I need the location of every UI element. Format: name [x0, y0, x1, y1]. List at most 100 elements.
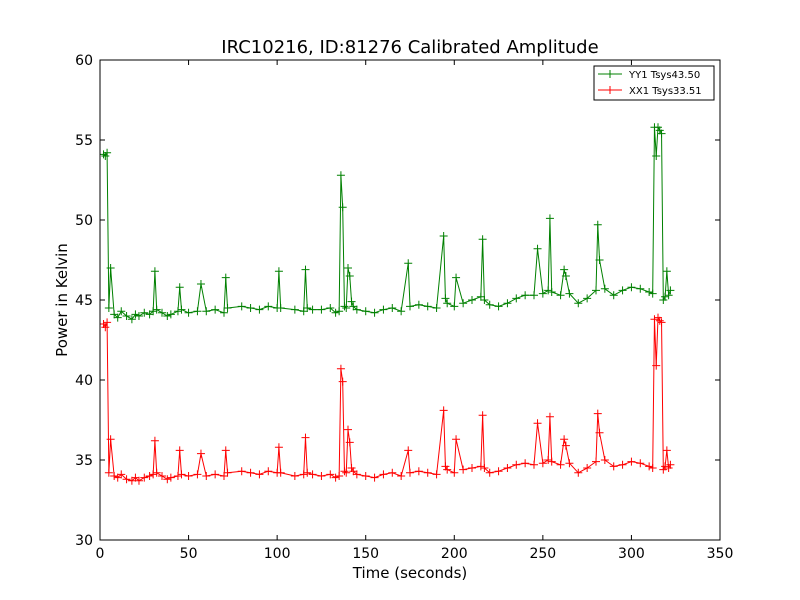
data-point	[476, 292, 485, 301]
data-point	[432, 470, 441, 479]
data-point	[220, 472, 228, 480]
data-point	[202, 307, 211, 316]
data-point	[397, 472, 406, 480]
legend-box	[593, 65, 715, 101]
data-point	[652, 361, 661, 370]
y-tick-label: 55	[75, 133, 93, 149]
data-point	[117, 470, 126, 479]
data-point	[503, 464, 512, 472]
data-point	[104, 468, 113, 477]
data-point	[388, 468, 397, 477]
data-point	[152, 305, 161, 314]
data-point	[163, 475, 172, 484]
data-point	[196, 280, 205, 288]
data-point	[104, 304, 113, 312]
data-point	[439, 406, 448, 415]
data-point	[645, 462, 654, 471]
data-point	[657, 318, 666, 327]
data-point	[443, 299, 452, 308]
data-point	[290, 305, 299, 314]
data-point	[345, 272, 354, 280]
data-point	[211, 305, 220, 314]
x-tick-label: 200	[441, 546, 468, 562]
data-point	[175, 283, 184, 292]
data-point	[177, 470, 186, 479]
data-point	[184, 308, 193, 317]
data-point	[423, 302, 432, 311]
data-point	[414, 300, 423, 309]
data-point	[609, 291, 618, 300]
data-point	[175, 446, 184, 455]
data-point	[331, 473, 340, 482]
x-tick-label: 300	[618, 546, 645, 562]
data-point	[521, 291, 530, 300]
data-point	[103, 318, 112, 327]
x-axis-label: Time (seconds)	[352, 564, 468, 582]
data-point	[560, 435, 569, 444]
data-point	[122, 312, 131, 320]
data-point	[661, 292, 670, 301]
data-point	[106, 435, 115, 444]
legend: YY1 Tsys43.50 XX1 Tsys33.51	[593, 65, 715, 101]
data-point	[662, 446, 671, 455]
data-point	[404, 446, 413, 455]
data-point	[561, 441, 570, 450]
y-axis-label: Power in Kelvin	[53, 243, 71, 357]
data-point	[301, 265, 310, 274]
data-point	[406, 468, 414, 477]
data-point	[101, 152, 110, 160]
x-tick-label: 250	[529, 546, 556, 562]
data-point	[595, 256, 604, 264]
data-point	[99, 320, 108, 328]
data-point	[303, 304, 312, 312]
data-point	[583, 294, 592, 303]
data-point	[659, 465, 668, 474]
data-point	[336, 364, 345, 373]
data-point	[574, 299, 583, 308]
data-point	[342, 304, 351, 312]
data-point	[99, 150, 108, 159]
series-2	[99, 313, 675, 485]
data-point	[149, 470, 158, 479]
data-point	[648, 464, 657, 472]
data-point	[113, 473, 122, 482]
data-point	[211, 470, 220, 479]
data-point	[370, 308, 379, 317]
data-point	[404, 259, 413, 268]
data-point	[547, 457, 556, 466]
data-point	[664, 464, 673, 472]
data-point	[101, 323, 110, 332]
data-point	[276, 304, 285, 312]
data-point	[636, 459, 645, 468]
data-point	[592, 457, 600, 466]
data-point	[221, 446, 230, 455]
data-point	[485, 468, 494, 477]
data-point	[145, 472, 154, 480]
data-point	[600, 284, 609, 293]
data-point	[150, 267, 159, 276]
data-point	[361, 307, 370, 316]
y-tick-label: 35	[75, 453, 93, 469]
data-point	[452, 273, 461, 282]
data-point	[666, 460, 675, 469]
data-point	[503, 299, 512, 308]
data-point	[317, 472, 326, 480]
data-point	[264, 302, 273, 311]
x-tick-label: 0	[96, 546, 105, 562]
data-point	[545, 214, 554, 223]
x-axis: 0 50 100 150 200 250 300 350	[96, 60, 733, 562]
data-point	[459, 465, 468, 474]
data-point	[106, 264, 115, 272]
data-point	[414, 467, 423, 476]
data-point	[173, 472, 182, 480]
y-tick-label: 40	[75, 373, 93, 389]
y-tick-label: 60	[75, 53, 93, 69]
data-point	[452, 435, 461, 444]
data-point	[648, 289, 657, 298]
data-point	[127, 476, 136, 485]
data-point	[592, 286, 600, 295]
data-point	[441, 462, 450, 471]
data-point	[193, 307, 202, 316]
data-point	[512, 460, 521, 469]
legend-marker	[606, 86, 614, 94]
